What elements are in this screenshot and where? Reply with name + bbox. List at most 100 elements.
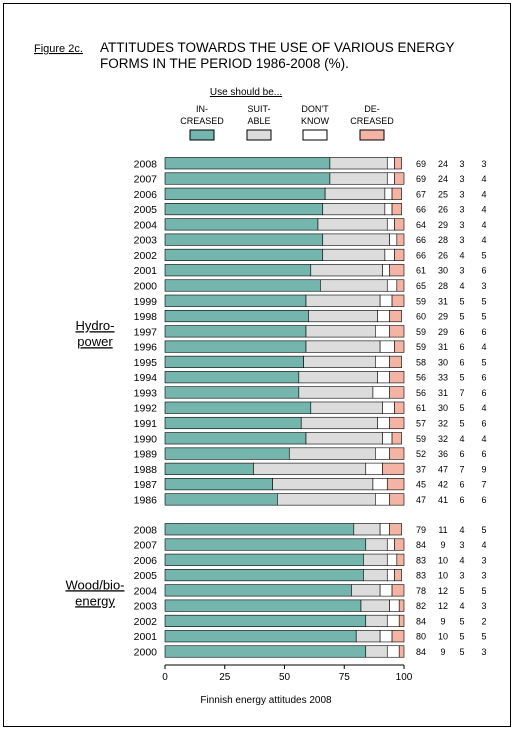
year-label: 1988 <box>134 464 158 476</box>
value-label: 2 <box>481 616 486 626</box>
bar-segment <box>164 416 302 430</box>
legend-swatch <box>359 129 385 141</box>
value-label: 6 <box>459 480 464 490</box>
value-label: 29 <box>438 312 448 322</box>
value-label: 30 <box>438 403 448 413</box>
x-tick-label: 25 <box>219 672 231 683</box>
bar-segment <box>322 203 386 216</box>
value-label: 3 <box>459 235 464 245</box>
bar-segment <box>375 447 390 460</box>
bar-segment <box>288 447 376 460</box>
value-label: 56 <box>416 388 426 398</box>
value-label: 6 <box>481 373 486 383</box>
year-label: 1993 <box>134 387 158 399</box>
bar-segment <box>377 371 390 384</box>
value-label: 12 <box>438 601 448 611</box>
bar-segment <box>164 187 326 200</box>
bar-segment <box>308 309 379 323</box>
bar-segment <box>322 248 386 261</box>
bar-segment <box>164 478 273 491</box>
bar-segment <box>164 203 324 216</box>
bar-segment <box>329 172 388 185</box>
value-label: 37 <box>416 464 426 474</box>
value-label: 24 <box>438 159 448 169</box>
bar-segment <box>303 355 376 368</box>
value-label: 3 <box>481 555 486 565</box>
value-label: 67 <box>416 189 426 199</box>
bar-segment <box>322 233 390 246</box>
bar-segment <box>389 386 405 399</box>
bar-segment <box>389 371 405 384</box>
bar-segment <box>360 599 390 612</box>
bar-segment <box>164 355 304 368</box>
value-label: 4 <box>459 434 464 444</box>
value-label: 6 <box>481 449 486 459</box>
value-label: 6 <box>481 327 486 337</box>
value-label: 24 <box>438 174 448 184</box>
value-label: 10 <box>438 571 448 581</box>
value-label: 4 <box>459 281 464 291</box>
bar-segment <box>384 248 395 261</box>
bar-segment <box>391 203 402 216</box>
year-label: 2008 <box>134 158 158 170</box>
value-label: 11 <box>438 525 447 535</box>
value-label: 30 <box>438 266 448 276</box>
value-label: 29 <box>438 327 448 337</box>
bar-segment <box>365 614 388 627</box>
bar-segment <box>164 553 364 566</box>
bar-segment <box>389 325 405 338</box>
bar-segment <box>164 386 300 399</box>
value-label: 6 <box>459 327 464 337</box>
group-label-line1: Wood/bio- <box>65 577 124 592</box>
bar-segment <box>298 371 379 384</box>
bar-segment <box>164 279 321 292</box>
bar-segment <box>389 355 402 368</box>
bar-segment <box>372 478 388 491</box>
value-label: 3 <box>459 571 464 581</box>
bar-segment <box>386 614 400 627</box>
value-label: 6 <box>481 495 486 505</box>
value-label: 61 <box>416 403 426 413</box>
year-label: 2002 <box>134 250 158 262</box>
bar-segment <box>164 309 309 323</box>
bar-segment <box>353 523 381 536</box>
value-label: 42 <box>438 480 448 490</box>
bar-segment <box>164 294 307 307</box>
value-label: 6 <box>459 495 464 505</box>
year-label: 2005 <box>134 570 158 582</box>
year-label: 2004 <box>134 219 158 231</box>
x-tick-label: 0 <box>162 672 168 683</box>
year-label: 2006 <box>134 555 158 567</box>
value-label: 52 <box>416 449 426 459</box>
year-label: 2000 <box>134 646 158 658</box>
bar-segment <box>329 157 388 170</box>
chart-title-line2: FORMS IN THE PERIOD 1986-2008 (%). <box>100 56 349 71</box>
bar-segment <box>164 630 357 643</box>
year-label: 1990 <box>134 433 158 445</box>
year-label: 2000 <box>134 280 158 292</box>
group-label-line2: power <box>77 334 113 349</box>
value-label: 58 <box>416 357 426 367</box>
bar-segment <box>253 462 367 475</box>
value-label: 61 <box>416 266 426 276</box>
bar-segment <box>317 218 388 231</box>
bar-segment <box>384 203 393 216</box>
value-label: 30 <box>438 357 448 367</box>
value-label: 10 <box>438 632 448 642</box>
group-label-line1: Hydro- <box>75 318 114 333</box>
value-label: 31 <box>438 388 448 398</box>
bar-segment <box>391 630 405 643</box>
value-label: 78 <box>416 586 426 596</box>
value-label: 28 <box>438 235 448 245</box>
value-label: 4 <box>481 403 486 413</box>
bar-segment <box>164 371 300 384</box>
bar-segment <box>372 386 390 399</box>
legend-label-line2: KNOW <box>301 116 330 126</box>
bar-segment <box>305 325 376 338</box>
legend-swatch <box>189 129 215 141</box>
value-label: 5 <box>459 632 464 642</box>
value-label: 4 <box>459 555 464 565</box>
bar-segment <box>396 233 405 246</box>
value-label: 56 <box>416 373 426 383</box>
x-tick-label: 100 <box>396 672 413 683</box>
